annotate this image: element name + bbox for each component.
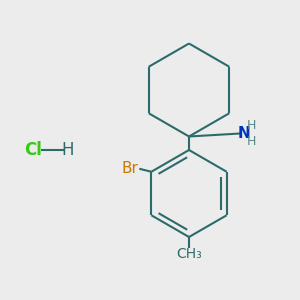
Text: CH₃: CH₃ [176, 247, 202, 260]
Text: Br: Br [122, 161, 139, 176]
Text: H: H [246, 135, 256, 148]
Text: H: H [246, 118, 256, 132]
Text: H: H [61, 141, 74, 159]
Text: N: N [238, 126, 251, 141]
Text: Cl: Cl [24, 141, 42, 159]
